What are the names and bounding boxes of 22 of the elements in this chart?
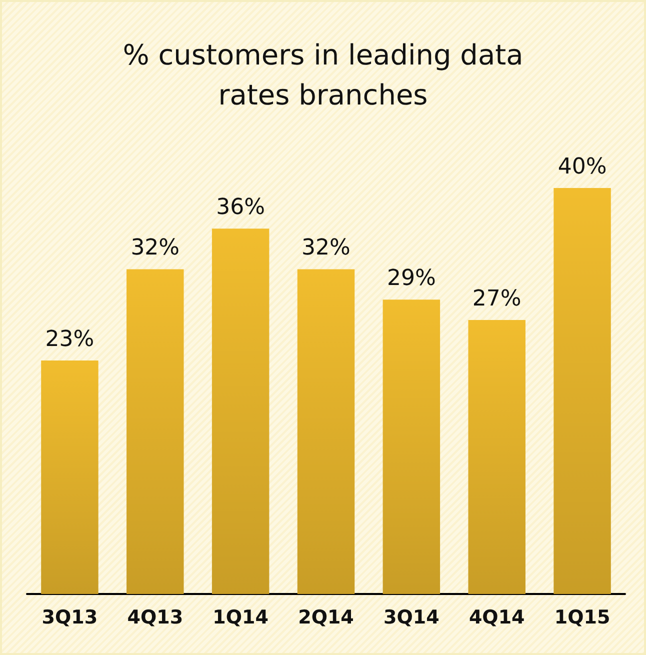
x-tick-label: 3Q14 — [384, 606, 440, 628]
x-tick-label: 2Q14 — [298, 606, 354, 628]
x-tick-label: 4Q14 — [468, 606, 525, 628]
bar — [297, 269, 355, 594]
data-label: 23% — [45, 327, 94, 352]
bar — [382, 300, 440, 594]
bar — [41, 360, 98, 594]
bar — [468, 320, 526, 594]
x-tick-label: 1Q15 — [554, 606, 610, 628]
data-label: 36% — [216, 195, 266, 220]
data-label: 32% — [130, 236, 180, 261]
data-label: 40% — [558, 154, 607, 180]
x-tick-label: 3Q13 — [42, 606, 98, 628]
data-label: 32% — [302, 236, 350, 261]
data-label: 29% — [386, 266, 436, 292]
bar — [554, 188, 611, 594]
data-label: 27% — [472, 286, 522, 312]
bar — [212, 228, 270, 594]
x-tick-label: 4Q13 — [127, 606, 184, 628]
chart-title: % customers in leading data rates branches — [122, 38, 524, 112]
x-tick-label: 1Q14 — [212, 606, 268, 628]
bar — [126, 269, 184, 594]
